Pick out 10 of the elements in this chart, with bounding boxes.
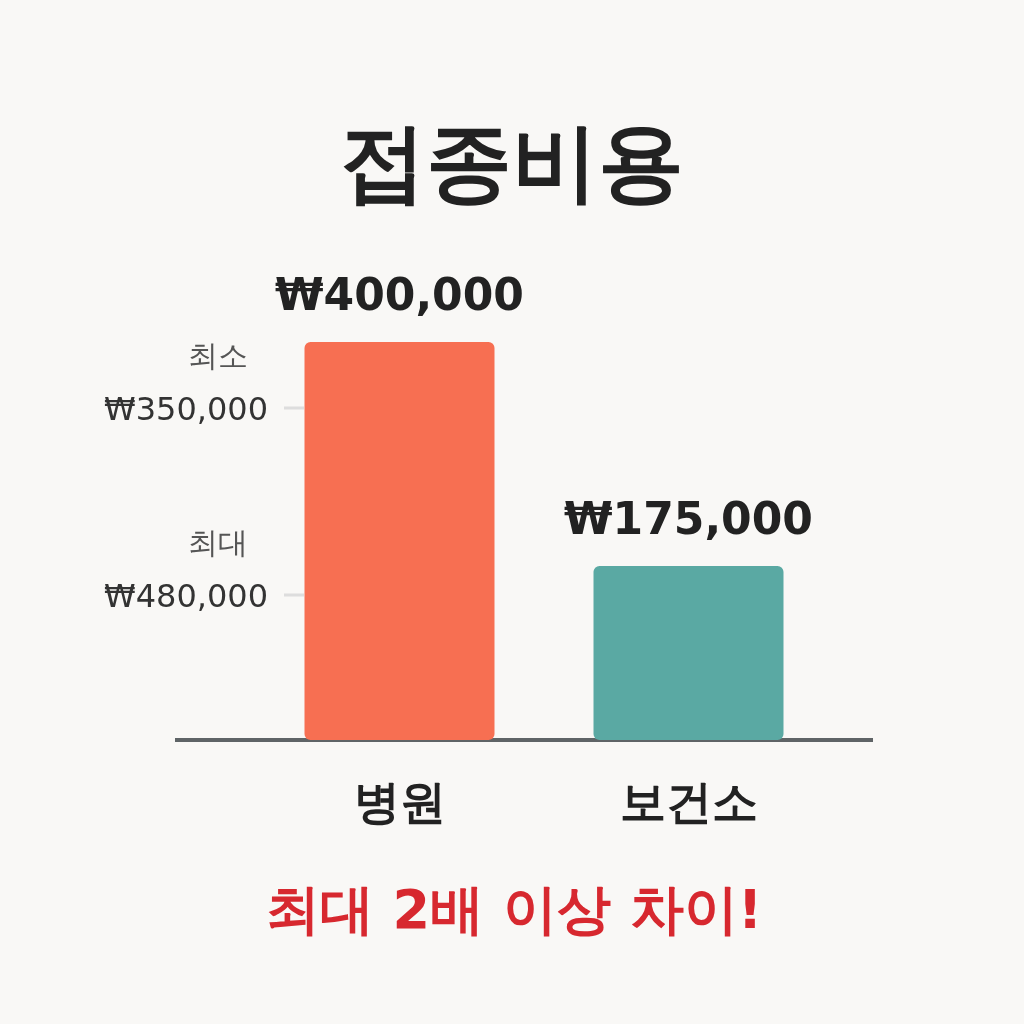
data-label: ₩175,000: [564, 492, 813, 544]
text: 최대 2배 이상 차이!: [265, 878, 763, 941]
annotation: 최대 ₩480,000: [104, 525, 268, 615]
annotation: 최소 ₩350,000: [104, 338, 268, 428]
chart-title: 접종비용: [340, 112, 684, 212]
data-label: ₩400,000: [275, 269, 524, 320]
annotation: 최소 ₩350,000: [104, 338, 304, 428]
x-tick-label: 병원: [353, 775, 446, 829]
x-tick-label: 보건소: [619, 775, 758, 829]
annotation: 최대 ₩480,000: [104, 525, 304, 615]
